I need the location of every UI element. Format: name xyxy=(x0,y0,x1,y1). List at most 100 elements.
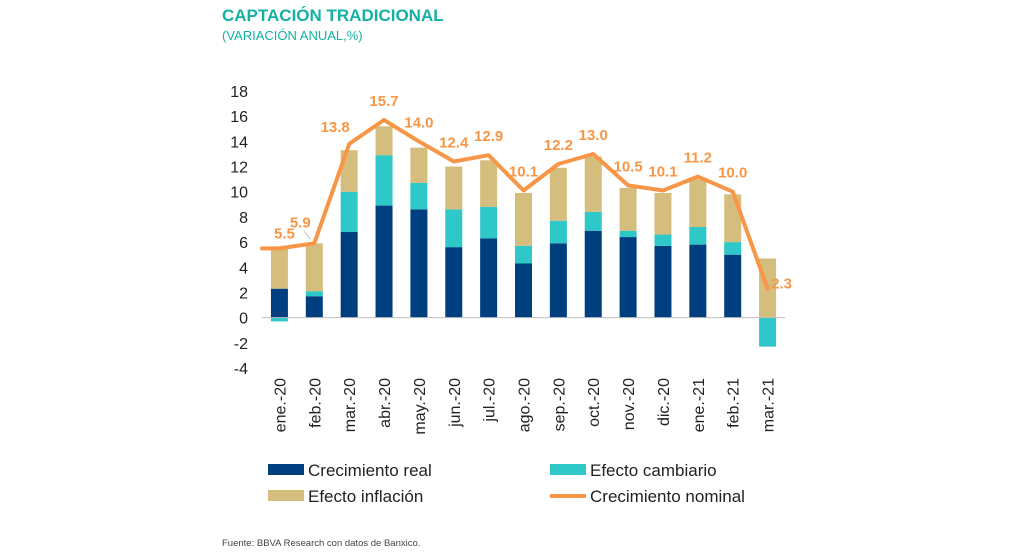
y-tick-label: 2 xyxy=(239,285,248,302)
y-tick-label: 0 xyxy=(239,311,248,328)
bar-crecimiento-real xyxy=(340,232,358,318)
y-axis: 18 16 14 12 10 8 6 4 2 0 -2 -4 xyxy=(230,84,248,378)
stacked-bar-chart: 18 16 14 12 10 8 6 4 2 0 -2 -4 5.55.9 13.8 15.7 14.0 12… xyxy=(230,84,792,506)
data-labels-layer: 5.55.9 13.8 15.7 14.0 12.4 12.9 10.1 12.2 13.0 10… xyxy=(274,93,792,293)
bar-efecto-inflacion xyxy=(584,156,602,212)
bar-crecimiento-real xyxy=(724,254,742,318)
chart-title: CAPTACIÓN TRADICIONAL xyxy=(222,6,444,25)
nominal-data-label: 10.1 xyxy=(509,163,538,180)
crecimiento-nominal-line xyxy=(260,118,770,291)
feb-label-leader xyxy=(303,231,311,240)
bar-efecto-cambiario xyxy=(410,182,428,210)
y-tick-label: 16 xyxy=(230,109,248,126)
x-tick-label: nov.-20 xyxy=(621,378,638,430)
legend-label: Efecto inflación xyxy=(308,487,423,506)
bar-crecimiento-real xyxy=(515,263,532,318)
nominal-data-label: 12.2 xyxy=(544,137,573,154)
x-tick-label: mar.-20 xyxy=(342,378,359,432)
bar-efecto-inflacion xyxy=(619,187,637,231)
chart-subtitle: (VARIACIÓN ANUAL,%) xyxy=(222,28,363,43)
legend-label: Efecto cambiario xyxy=(590,461,717,480)
bar-crecimiento-real xyxy=(619,237,637,318)
y-tick-label: -4 xyxy=(234,361,248,378)
nominal-data-label: 15.7 xyxy=(369,93,398,110)
bar-efecto-cambiario xyxy=(759,317,777,347)
nominal-data-label: 13.0 xyxy=(579,127,608,144)
bar-efecto-cambiario xyxy=(689,226,707,245)
nominal-data-label: 12.4 xyxy=(439,135,469,152)
bar-efecto-inflacion xyxy=(654,192,672,235)
bar-efecto-inflacion xyxy=(480,160,498,207)
nominal-data-label: 10.5 xyxy=(613,158,642,175)
source-note: Fuente: BBVA Research con datos de Banxi… xyxy=(222,538,421,549)
nominal-data-label: 12.9 xyxy=(474,128,503,145)
y-tick-label: 12 xyxy=(230,160,248,177)
y-tick-label: 8 xyxy=(239,210,248,227)
nominal-data-label: 13.8 xyxy=(321,119,350,136)
x-tick-label: jul.-20 xyxy=(482,378,499,423)
x-tick-label: feb.-21 xyxy=(726,378,743,428)
x-tick-label: ene.-21 xyxy=(691,378,708,432)
bar-efecto-inflacion xyxy=(375,126,393,156)
bar-crecimiento-real xyxy=(584,230,602,318)
bar-crecimiento-real xyxy=(480,238,498,318)
x-tick-label: jun.-20 xyxy=(447,378,464,428)
nominal-data-label: 10.0 xyxy=(718,165,747,182)
bar-efecto-cambiario xyxy=(480,206,498,239)
x-tick-label: oct.-20 xyxy=(586,378,603,427)
bar-efecto-cambiario xyxy=(515,245,532,264)
legend-label: Crecimiento nominal xyxy=(590,487,745,506)
bar-efecto-cambiario xyxy=(584,211,602,231)
y-tick-label: 14 xyxy=(230,134,248,151)
y-tick-label: 4 xyxy=(239,260,248,277)
bar-efecto-inflacion xyxy=(305,243,323,292)
nominal-data-label: 5.5 xyxy=(274,225,295,242)
bar-efecto-cambiario xyxy=(549,220,567,244)
bar-crecimiento-real xyxy=(689,244,707,318)
bar-efecto-cambiario xyxy=(654,234,672,246)
y-tick-label: 18 xyxy=(230,84,248,101)
bar-crecimiento-real xyxy=(375,205,393,318)
bar-crecimiento-real xyxy=(270,288,288,318)
bar-efecto-cambiario xyxy=(305,291,323,297)
bar-efecto-inflacion xyxy=(515,192,532,246)
legend-swatch xyxy=(550,464,586,475)
bar-efecto-inflacion xyxy=(549,167,567,221)
bar-efecto-cambiario xyxy=(619,230,637,238)
nominal-data-label: 14.0 xyxy=(404,114,433,131)
legend: Crecimiento real Efecto cambiario Efecto i… xyxy=(268,461,745,506)
nominal-data-label: 11.2 xyxy=(684,150,712,167)
bar-crecimiento-real xyxy=(410,209,428,318)
bar-efecto-inflacion xyxy=(724,194,742,243)
x-axis: ene.-20 feb.-20 mar.-20 abr.-20 may.-20 jun.-… xyxy=(272,378,777,435)
bar-efecto-inflacion xyxy=(445,166,463,210)
x-tick-label: feb.-20 xyxy=(307,378,324,428)
bar-efecto-cambiario xyxy=(340,191,358,233)
legend-swatch xyxy=(268,490,304,501)
nominal-data-label: 2.3 xyxy=(771,276,792,293)
x-tick-label: dic.-20 xyxy=(656,378,673,426)
x-tick-label: sep.-20 xyxy=(551,378,568,431)
bar-efecto-cambiario xyxy=(375,155,393,206)
y-tick-label: 10 xyxy=(230,185,248,202)
bar-efecto-cambiario xyxy=(724,242,742,255)
bar-efecto-inflacion xyxy=(410,147,428,183)
y-tick-label: -2 xyxy=(234,336,248,353)
bar-crecimiento-real xyxy=(445,247,463,318)
bar-efecto-inflacion xyxy=(270,248,288,289)
bar-crecimiento-real xyxy=(305,296,323,318)
legend-swatch xyxy=(268,464,304,475)
x-tick-label: ago.-20 xyxy=(517,378,534,432)
bar-efecto-cambiario xyxy=(270,317,288,322)
x-tick-label: mar.-21 xyxy=(761,378,778,432)
bar-crecimiento-real xyxy=(549,243,567,318)
x-tick-label: abr.-20 xyxy=(377,378,394,428)
nominal-data-label: 5.9 xyxy=(290,214,311,231)
nominal-data-label: 10.1 xyxy=(648,163,677,180)
bar-efecto-cambiario xyxy=(445,209,463,248)
legend-label: Crecimiento real xyxy=(308,461,432,480)
nominal-line-layer xyxy=(260,118,770,291)
bar-crecimiento-real xyxy=(654,245,672,318)
bar-efecto-inflacion xyxy=(689,179,707,227)
x-tick-label: may.-20 xyxy=(412,378,429,435)
